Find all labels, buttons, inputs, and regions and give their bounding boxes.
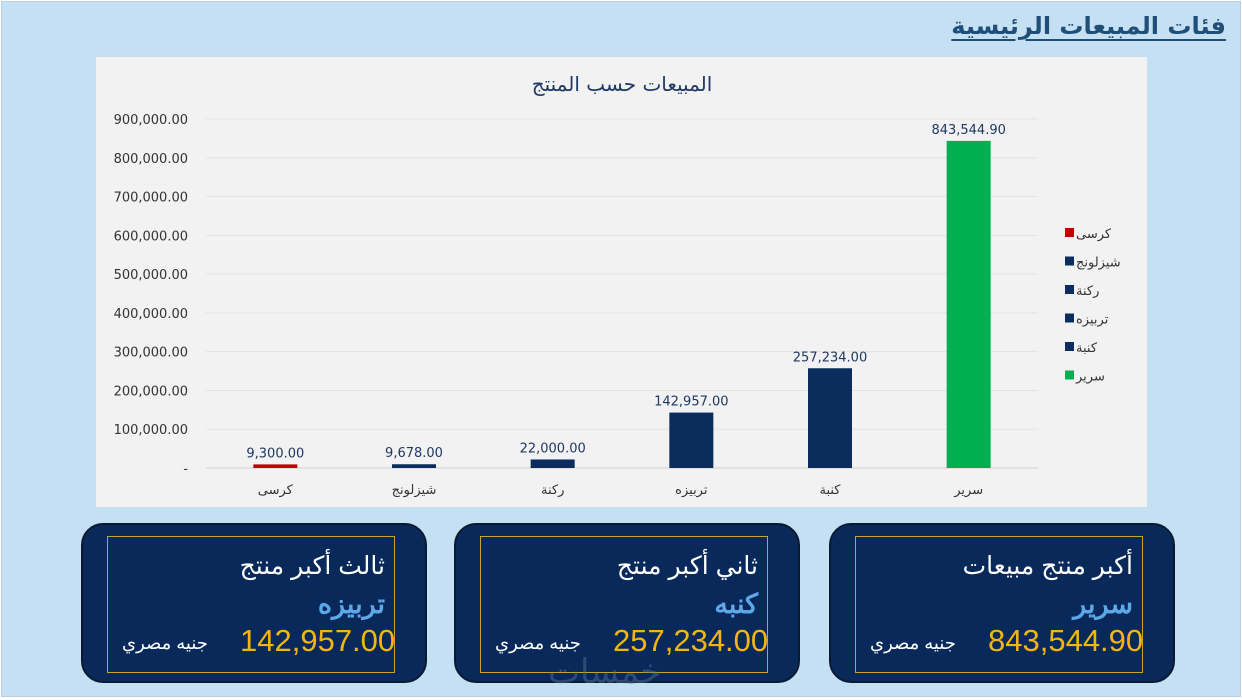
category-label: سرير — [953, 483, 983, 498]
category-label: كنبة — [819, 483, 841, 498]
kpi-title: أكبر منتج مبيعات — [962, 552, 1133, 580]
y-tick-label: 900,000.00 — [114, 113, 188, 128]
bar — [808, 368, 852, 468]
category-label: شيزلونج — [392, 483, 437, 498]
y-tick-label: 700,000.00 — [114, 191, 188, 206]
kpi-currency: جنيه مصري — [122, 633, 208, 653]
legend-label: سرير — [1075, 370, 1105, 385]
kpi-value: 257,234.00 — [613, 623, 769, 658]
legend-label: شيزلونج — [1076, 256, 1121, 271]
bar — [530, 459, 575, 468]
watermark: خمسات — [548, 652, 662, 692]
kpi-currency: جنيه مصري — [870, 633, 956, 653]
legend-label: تربيزه — [1076, 313, 1109, 328]
bar — [669, 412, 714, 468]
data-label: 9,300.00 — [246, 446, 304, 461]
chart-title: المبيعات حسب المنتج — [532, 72, 713, 96]
category-label: ركنة — [541, 483, 564, 498]
category-label: كرسى — [258, 483, 294, 498]
legend-swatch — [1065, 285, 1074, 294]
legend-swatch — [1065, 228, 1074, 237]
y-tick-label: 600,000.00 — [114, 229, 188, 244]
y-tick-label: 500,000.00 — [114, 268, 188, 283]
y-tick-label: 800,000.00 — [114, 152, 188, 167]
y-tick-label: 300,000.00 — [114, 346, 188, 361]
legend-swatch — [1065, 256, 1074, 266]
bar — [253, 464, 298, 468]
data-label: 257,234.00 — [793, 350, 867, 365]
legend-swatch — [1065, 342, 1074, 351]
kpi-value: 843,544.90 — [988, 623, 1144, 658]
kpi-card-first: أكبر منتج مبيعات سرير 843,544.90 جنيه مص… — [829, 523, 1175, 683]
y-tick-label: 400,000.00 — [114, 307, 188, 322]
kpi-card-third: ثالث أكبر منتج تربيزه 142,957.00 جنيه مص… — [81, 523, 427, 683]
kpi-product: تربيزه — [317, 589, 385, 619]
y-tick-label: - — [183, 462, 188, 477]
kpi-title: ثالث أكبر منتج — [239, 552, 385, 580]
kpi-title: ثاني أكبر منتج — [616, 552, 758, 580]
kpi-frame: ثاني أكبر منتج كنبه 257,234.00 جنيه مصري — [480, 536, 768, 673]
kpi-product: سرير — [1073, 589, 1133, 619]
data-label: 22,000.00 — [520, 441, 586, 456]
legend-swatch — [1065, 313, 1074, 323]
legend-label: ركنة — [1076, 284, 1099, 299]
kpi-currency: جنيه مصري — [495, 633, 581, 653]
chart-panel: المبيعات حسب المنتج - 100,000.00 200,000.0… — [96, 57, 1147, 507]
bar — [392, 464, 436, 468]
kpi-frame: ثالث أكبر منتج تربيزه 142,957.00 جنيه مص… — [107, 536, 395, 673]
page-title: فئات المبيعات الرئيسية — [951, 12, 1226, 40]
legend-label: كرسى — [1076, 227, 1112, 242]
category-label: تربيزه — [675, 483, 708, 498]
kpi-product: كنبه — [714, 589, 758, 619]
y-tick-label: 200,000.00 — [114, 384, 188, 399]
y-tick-label: 100,000.00 — [114, 423, 188, 438]
data-label: 9,678.00 — [385, 446, 443, 461]
kpi-frame: أكبر منتج مبيعات سرير 843,544.90 جنيه مص… — [855, 536, 1143, 673]
legend-swatch — [1065, 370, 1074, 380]
data-label: 142,957.00 — [654, 395, 728, 410]
kpi-card-second: ثاني أكبر منتج كنبه 257,234.00 جنيه مصري — [454, 523, 800, 683]
legend-label: كنبة — [1076, 341, 1098, 356]
sales-by-product-chart: المبيعات حسب المنتج - 100,000.00 200,000.0… — [114, 72, 1121, 498]
kpi-value: 142,957.00 — [240, 623, 396, 658]
bar — [946, 140, 991, 468]
data-label: 843,544.90 — [931, 123, 1005, 138]
